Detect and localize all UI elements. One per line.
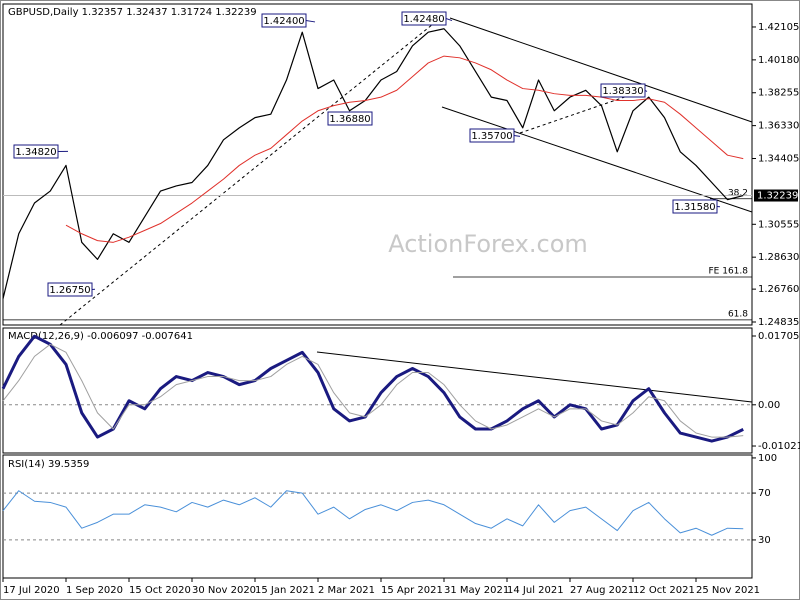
annotation-box <box>401 11 447 26</box>
annotation-pointer <box>445 18 453 22</box>
y-tick-label: 1.24835 <box>758 317 799 328</box>
rsi-title: RSI(14) 39.5359 <box>8 459 89 470</box>
annotation-box <box>672 199 718 214</box>
series-line <box>2 28 744 299</box>
series-line <box>65 55 744 243</box>
annotation-pointer <box>305 20 316 23</box>
y-tick-label: 0.00 <box>758 400 780 411</box>
y-tick-label: 1.30555 <box>758 219 799 230</box>
x-tick-label: 27 Aug 2021 <box>570 585 634 596</box>
x-tick-label: 12 Oct 2021 <box>633 585 695 596</box>
x-tick-label: 25 Nov 2021 <box>696 585 760 596</box>
annotation-label: 1.26750 <box>49 285 90 296</box>
fib-level-label: 61.8 <box>728 309 748 319</box>
annotation-box <box>261 13 307 28</box>
annotation-box <box>600 83 646 98</box>
y-tick-label: -0.010219 <box>758 441 800 452</box>
trend-line <box>449 17 753 123</box>
x-tick-label: 1 Sep 2020 <box>66 585 123 596</box>
annotation-box <box>469 128 515 143</box>
annotation-label: 1.34820 <box>15 147 56 158</box>
annotation-label: 1.42480 <box>403 14 444 25</box>
current-price-box <box>754 189 798 202</box>
y-tick-label: 70 <box>758 488 771 499</box>
dashed-trend-line <box>59 19 439 326</box>
annotation-label: 1.35700 <box>471 131 512 142</box>
x-tick-label: 14 Jul 2021 <box>507 585 564 596</box>
series-line <box>2 490 744 536</box>
y-tick-label: 1.28630 <box>758 252 799 263</box>
x-tick-label: 17 Jul 2020 <box>3 585 60 596</box>
y-tick-label: 0.017057 <box>758 331 800 342</box>
price-panel <box>2 3 753 326</box>
annotation-label: 1.31580 <box>674 202 715 213</box>
price-title: GBPUSD,Daily 1.32357 1.32437 1.31724 1.3… <box>8 7 257 18</box>
current-price-label: 1.32239 <box>757 191 798 202</box>
annotation-box <box>327 111 373 126</box>
macd-title: MACD(12,26,9) -0.006097 -0.007641 <box>8 331 193 342</box>
y-tick-label: 1.42105 <box>758 22 799 33</box>
annotation-label: 1.38330 <box>602 86 643 97</box>
y-tick-label: 100 <box>758 453 777 464</box>
watermark: ActionForex.com <box>388 230 588 258</box>
fib-level-label: FE 161.8 <box>709 266 749 276</box>
series-line <box>1 334 744 443</box>
y-tick-label: 1.40180 <box>758 55 799 66</box>
series-line <box>2 343 744 438</box>
x-tick-label: 2 Mar 2021 <box>318 585 375 596</box>
x-tick-label: 15 Apr 2021 <box>381 585 443 596</box>
trend-line <box>441 106 753 213</box>
annotation-box <box>47 282 93 297</box>
rsi-panel <box>2 454 753 579</box>
annotation-label: 1.36880 <box>329 114 370 125</box>
y-tick-label: 1.34405 <box>758 154 799 165</box>
x-tick-label: 15 Oct 2020 <box>129 585 191 596</box>
x-tick-label: 31 May 2021 <box>444 585 509 596</box>
y-tick-label: 1.36330 <box>758 121 799 132</box>
annotation-pointer <box>513 135 521 137</box>
macd-panel <box>2 327 753 454</box>
macd-trend-line <box>316 351 753 403</box>
y-tick-label: 1.38255 <box>758 88 799 99</box>
x-tick-label: 30 Nov 2020 <box>192 585 256 596</box>
y-tick-label: 1.26760 <box>758 284 799 295</box>
fib-level-label: 38.2 <box>728 188 748 198</box>
annotation-label: 1.42400 <box>263 16 304 27</box>
annotation-box <box>13 144 59 159</box>
x-tick-label: 15 Jan 2021 <box>255 585 315 596</box>
y-tick-label: 30 <box>758 535 771 546</box>
